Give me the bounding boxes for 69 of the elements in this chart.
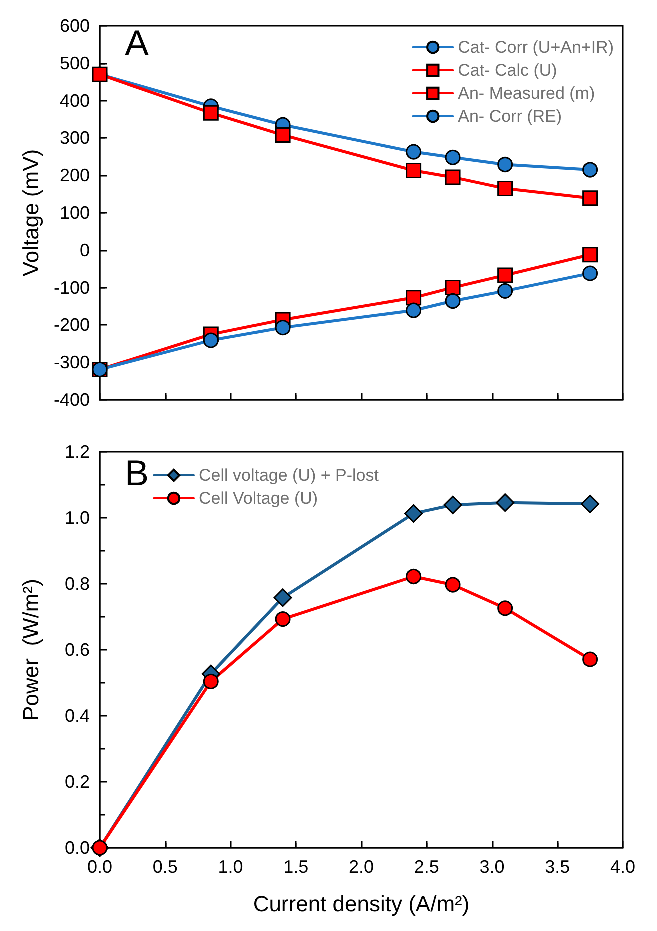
point	[275, 320, 291, 336]
y-tick-label: 1.2	[64, 442, 90, 462]
point	[582, 652, 598, 668]
point	[582, 162, 598, 178]
y-tick-label: 100	[60, 203, 90, 223]
y-tick-label: -200	[54, 315, 90, 336]
x-tick-label: 2.5	[414, 857, 440, 877]
x-tick-label: 4.0	[610, 857, 636, 877]
point	[444, 496, 462, 514]
y-axis-title: Voltage (mV)	[18, 149, 44, 277]
x-tick-label: 0.0	[87, 857, 113, 877]
legend-label: Cell voltage (U) + P-lost	[199, 466, 380, 485]
point	[404, 504, 424, 523]
y-tick-label: 600	[60, 16, 90, 36]
y-tick-label: 0.0	[64, 838, 90, 858]
x-axis-title: Current density (A/m²)	[253, 892, 470, 916]
x-tick-label: 0.5	[152, 857, 178, 877]
y-tick-label: 400	[60, 90, 90, 111]
point	[275, 127, 291, 143]
y-tick-label: 0.8	[64, 574, 90, 594]
y-tick-label: 300	[60, 128, 90, 148]
y-tick-label: 500	[60, 53, 90, 74]
point	[203, 332, 219, 348]
y-tick-label: 1.0	[64, 508, 90, 528]
point	[445, 294, 461, 310]
point	[445, 170, 461, 186]
legend-label: An- Measured (m)	[458, 84, 596, 103]
y-tick-label: 0.4	[64, 706, 90, 726]
y-tick-label: 200	[60, 166, 90, 186]
point	[445, 150, 461, 166]
chart-title: B	[125, 452, 150, 494]
legend-label: Cell Voltage (U)	[199, 489, 318, 508]
chart-title: A	[125, 22, 150, 64]
y-tick-label: -300	[54, 352, 90, 373]
point	[498, 600, 514, 616]
x-tick-label: 3.0	[480, 857, 505, 877]
point	[498, 180, 514, 196]
point	[498, 268, 514, 284]
point	[445, 577, 461, 593]
point	[406, 144, 422, 160]
y-tick-label: -400	[54, 390, 90, 410]
point	[582, 266, 598, 282]
point	[582, 247, 598, 263]
y-axis-title: Power (W/m²)	[18, 579, 44, 721]
point	[406, 568, 422, 584]
point	[445, 280, 461, 296]
point	[582, 190, 598, 206]
point	[581, 494, 600, 514]
x-tick-label: 2.0	[348, 857, 374, 877]
point	[406, 302, 422, 318]
point	[274, 588, 292, 608]
y-tick-label: 0	[80, 240, 90, 260]
point	[406, 162, 422, 178]
y-tick-label: 0.2	[64, 772, 90, 792]
x-tick-label: 3.5	[545, 857, 570, 877]
point	[496, 494, 515, 512]
y-tick-label: 0.6	[64, 640, 90, 660]
x-tick-label: 1.0	[218, 857, 244, 877]
legend-label: Cat- Calc (U)	[458, 61, 558, 80]
legend-label: Cat- Corr (U+An+IR)	[458, 38, 614, 57]
point	[498, 283, 514, 299]
point	[203, 674, 219, 690]
point	[275, 612, 291, 628]
legend-label: An- Corr (RE)	[458, 107, 562, 126]
y-tick-label: -100	[54, 278, 90, 298]
point	[498, 157, 514, 172]
x-tick-label: 1.5	[284, 857, 309, 877]
point	[203, 105, 219, 121]
point	[406, 290, 422, 306]
